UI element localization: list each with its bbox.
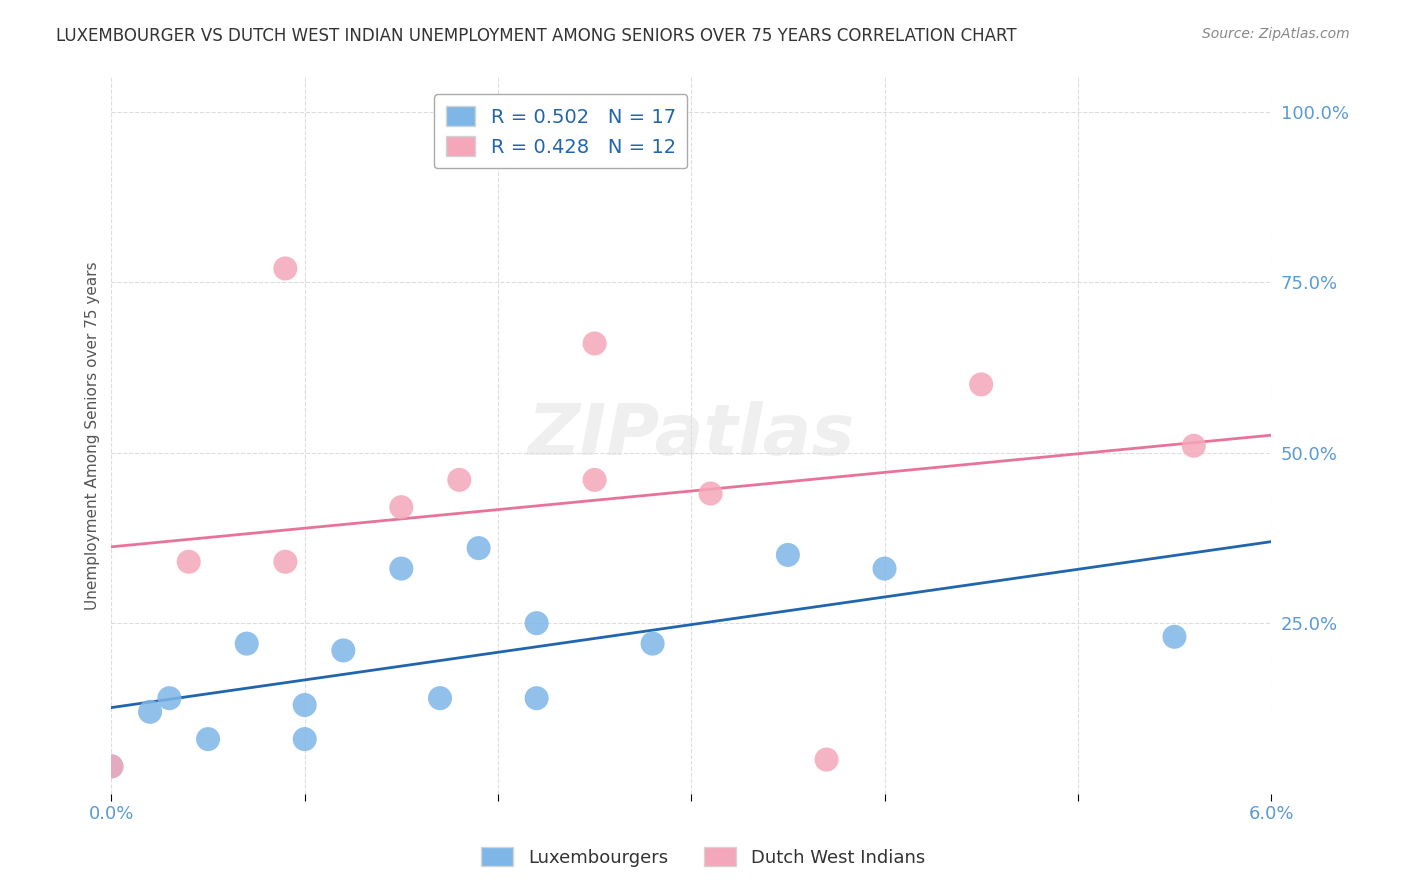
Point xyxy=(699,486,721,500)
Point xyxy=(389,561,412,575)
Point xyxy=(583,473,606,487)
Point xyxy=(526,616,548,631)
Text: ZIPatlas: ZIPatlas xyxy=(527,401,855,470)
Point xyxy=(873,561,896,575)
Point xyxy=(526,691,548,706)
Point xyxy=(274,261,297,276)
Point xyxy=(100,759,122,773)
Legend: R = 0.502   N = 17, R = 0.428   N = 12: R = 0.502 N = 17, R = 0.428 N = 12 xyxy=(434,95,688,169)
Point xyxy=(274,555,297,569)
Text: Source: ZipAtlas.com: Source: ZipAtlas.com xyxy=(1202,27,1350,41)
Point xyxy=(235,637,257,651)
Point xyxy=(139,705,162,719)
Point xyxy=(815,753,838,767)
Y-axis label: Unemployment Among Seniors over 75 years: Unemployment Among Seniors over 75 years xyxy=(86,261,100,610)
Point xyxy=(389,500,412,515)
Point xyxy=(429,691,451,706)
Point xyxy=(332,643,354,657)
Point xyxy=(294,732,316,747)
Point xyxy=(100,759,122,773)
Point xyxy=(197,732,219,747)
Point xyxy=(467,541,489,555)
Point xyxy=(177,555,200,569)
Point xyxy=(1163,630,1185,644)
Point xyxy=(970,377,993,392)
Point xyxy=(776,548,799,562)
Legend: Luxembourgers, Dutch West Indians: Luxembourgers, Dutch West Indians xyxy=(474,840,932,874)
Text: LUXEMBOURGER VS DUTCH WEST INDIAN UNEMPLOYMENT AMONG SENIORS OVER 75 YEARS CORRE: LUXEMBOURGER VS DUTCH WEST INDIAN UNEMPL… xyxy=(56,27,1017,45)
Point xyxy=(449,473,471,487)
Point xyxy=(583,336,606,351)
Point xyxy=(157,691,180,706)
Point xyxy=(294,698,316,712)
Point xyxy=(1182,439,1205,453)
Point xyxy=(641,637,664,651)
